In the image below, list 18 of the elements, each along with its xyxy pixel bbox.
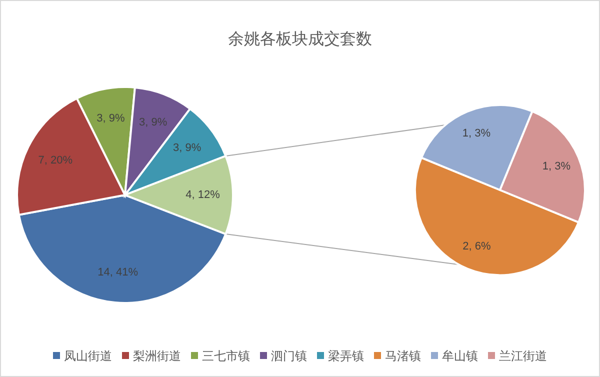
legend-label: 梨洲街道	[133, 349, 181, 363]
data-label: 3, 9%	[96, 112, 125, 125]
legend-label: 兰江街道	[499, 349, 547, 363]
data-label: 3, 9%	[139, 116, 168, 128]
legend-label: 马渚镇	[385, 349, 421, 363]
legend-label: 泗门镇	[271, 349, 307, 363]
legend-label: 三七市镇	[202, 349, 250, 363]
data-label: 1, 3%	[542, 160, 571, 172]
data-label: 4, 12%	[186, 189, 220, 201]
data-label: 14, 41%	[98, 266, 138, 278]
data-label: 1, 3%	[462, 128, 491, 140]
legend-label: 凤山街道	[64, 349, 112, 363]
data-label: 3, 9%	[172, 142, 202, 154]
data-label: 2, 6%	[462, 240, 492, 253]
legend-label: 牟山镇	[442, 349, 478, 363]
chart-title: 余姚各板块成交套数	[228, 30, 372, 48]
legend-label: 梁弄镇	[328, 349, 364, 363]
data-label: 7, 20%	[38, 154, 73, 166]
